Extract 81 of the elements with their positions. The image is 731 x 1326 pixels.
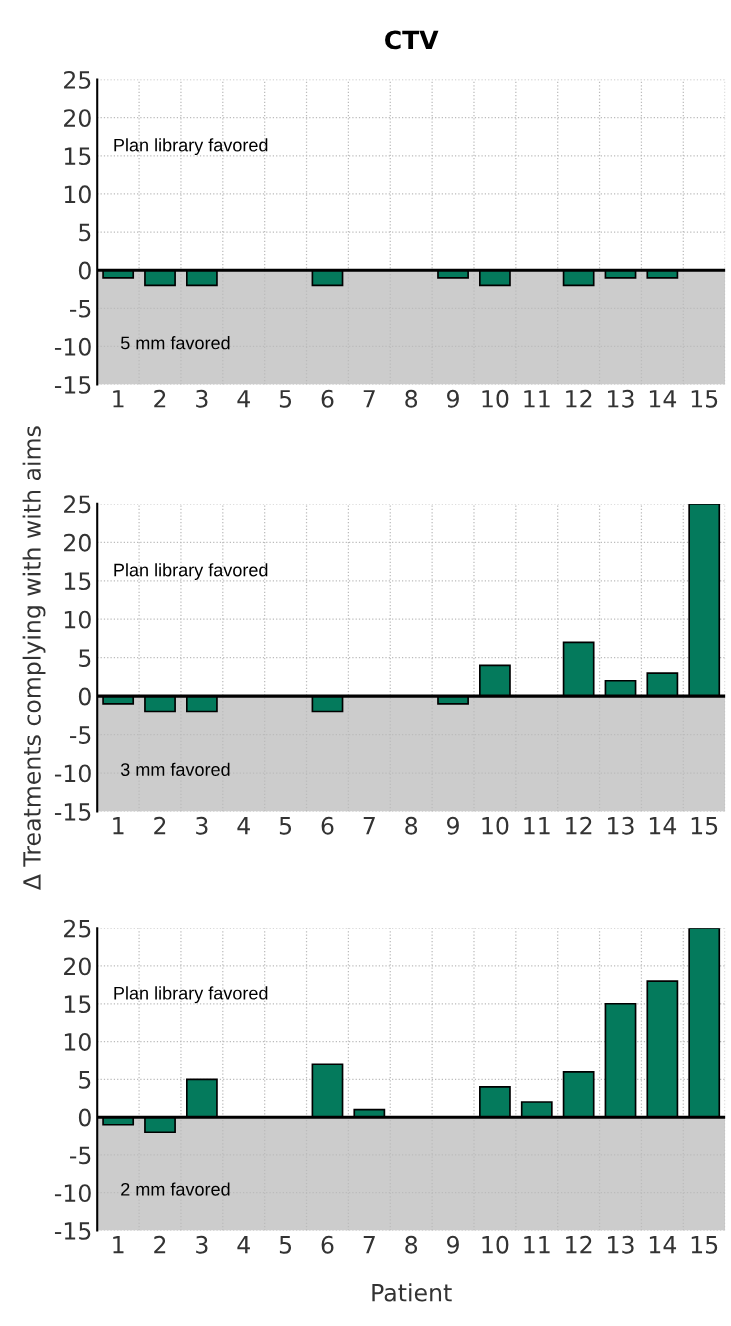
x-tick-label: 2 [154,816,166,835]
x-tick-label: 6 [321,1235,334,1254]
y-tick-label: 0 [78,687,91,706]
x-tick-label: 5 [279,817,292,835]
x-tick-label: 11 [524,1236,550,1254]
band-label: 2 mm favored [121,1182,230,1196]
x-tick-label: 15 [691,817,718,835]
x-axis-title: Patient [372,1283,452,1302]
x-tick-label: 10 [482,816,509,835]
y-tick-label: 5 [79,223,91,242]
x-tick-label: 4 [237,1236,250,1254]
annotation: Plan library favored [114,563,268,580]
x-tick-label: 14 [649,817,677,835]
x-tick-label: 14 [649,1236,677,1254]
chart-title: CTV [385,30,439,50]
x-tick-label: 1 [113,817,124,835]
y-tick-label: 10 [64,610,91,629]
y-tick-label: -15 [54,1222,91,1240]
x-tick-label: 7 [363,1236,375,1254]
y-tick-label: 0 [78,1108,91,1127]
x-tick-label: 5 [279,1236,292,1254]
x-tick-label: 12 [566,1235,592,1254]
y-tick-label: 25 [64,495,91,514]
y-tick-label: 25 [64,919,91,938]
x-tick-label: 11 [524,390,550,408]
y-tick-label: 5 [79,649,91,667]
x-tick-label: 13 [608,816,634,835]
y-tick-label: 0 [78,261,91,280]
x-tick-label: 4 [237,390,250,408]
y-tick-label: -10 [54,764,91,783]
x-tick-label: 4 [237,817,250,835]
x-tick-label: 1 [113,1236,124,1254]
y-tick-label: -15 [54,803,91,821]
x-tick-label: 2 [154,389,166,408]
x-tick-label: 15 [691,1236,718,1254]
x-tick-label: 7 [363,817,375,835]
y-tick-label: 20 [64,957,91,976]
annotation: Plan library favored [114,986,268,1004]
x-tick-label: 15 [691,390,718,408]
y-tick-label: 10 [64,1033,91,1051]
x-tick-label: 7 [363,390,375,408]
x-tick-label: 11 [524,817,550,835]
y-tick-label: -10 [54,337,91,356]
x-tick-label: 1 [113,390,124,408]
x-tick-label: 9 [447,1235,459,1254]
y-tick-label: 5 [79,1071,91,1089]
x-tick-label: 3 [196,816,208,835]
x-tick-label: 9 [447,816,459,835]
x-tick-label: 13 [608,1235,634,1254]
x-tick-label: 12 [566,816,592,835]
x-tick-label: 6 [321,389,334,408]
y-tick-label: 15 [64,572,91,591]
y-axis-title: Δ Treatments complying with with aims [22,426,46,891]
x-tick-label: 13 [608,389,634,408]
band-label: 3 mm favored [120,762,230,776]
y-tick-label: -5 [69,1146,91,1165]
y-tick-label: -10 [54,1184,91,1203]
y-tick-label: 10 [64,185,91,204]
x-tick-label: 12 [566,389,592,408]
x-tick-label: 14 [649,390,677,408]
x-tick-label: 3 [196,389,208,408]
y-tick-label: 15 [64,147,91,166]
y-tick-label: -15 [54,376,91,394]
x-tick-label: 3 [196,1235,208,1254]
x-tick-label: 2 [154,1235,166,1254]
x-tick-label: 10 [482,1235,509,1254]
y-tick-label: 25 [64,71,91,89]
y-tick-label: -5 [69,300,91,318]
x-tick-label: 8 [405,1235,418,1254]
x-tick-label: 5 [279,390,292,408]
annotation: Plan library favored [114,138,268,156]
y-tick-label: -5 [69,726,91,744]
x-tick-label: 10 [482,389,509,408]
y-tick-label: 15 [64,995,91,1014]
y-tick-label: 20 [64,533,91,552]
x-tick-label: 8 [405,816,418,835]
x-tick-label: 8 [405,389,418,408]
x-tick-label: 9 [447,389,459,408]
x-tick-label: 6 [321,816,334,835]
y-tick-label: 20 [64,109,91,127]
band-label: 5 mm favored [120,336,230,350]
